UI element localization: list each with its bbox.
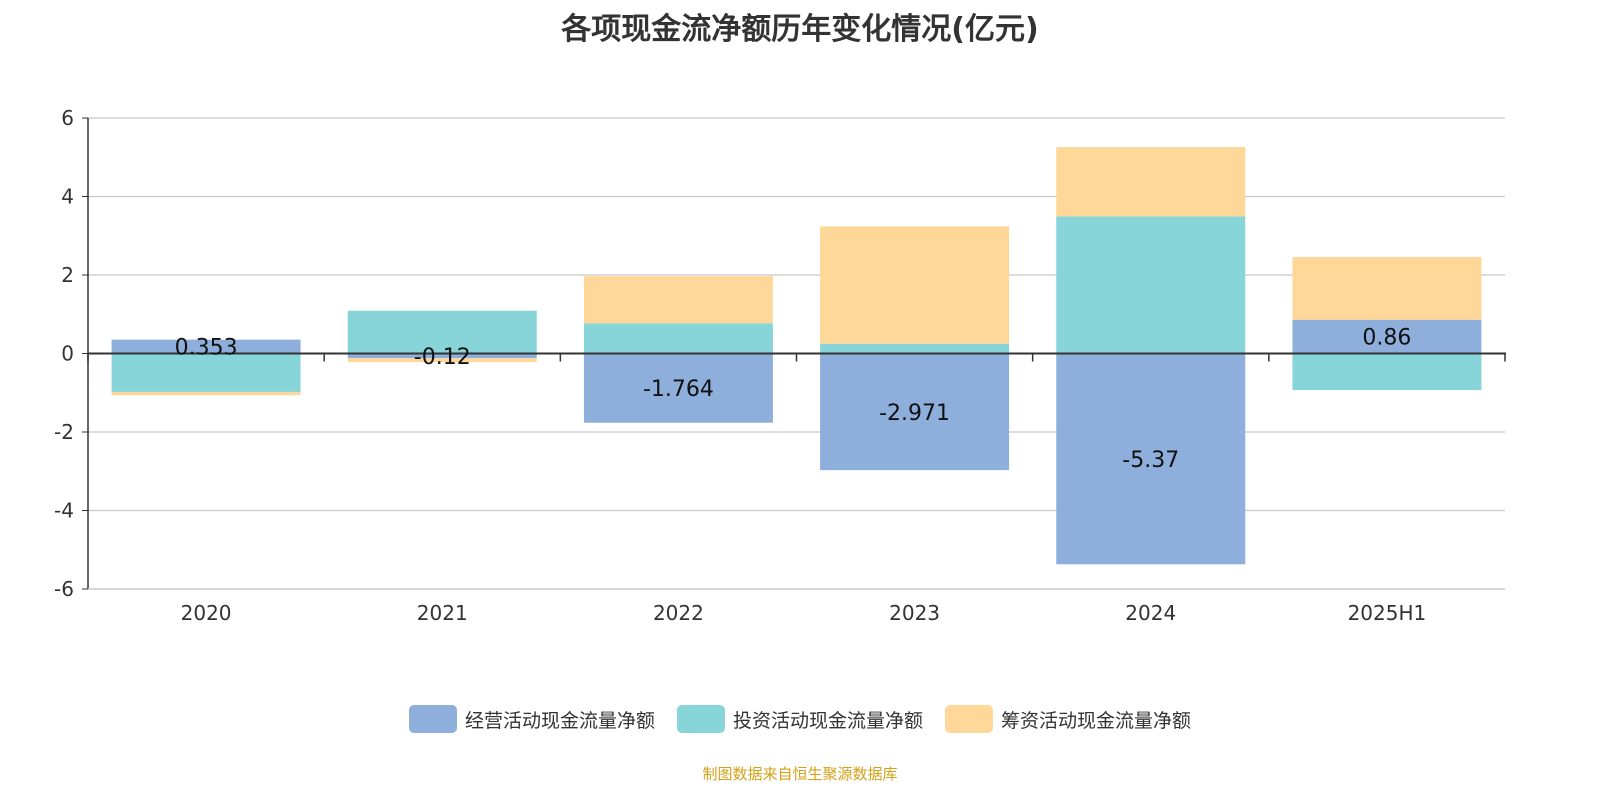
bar-0-2023 xyxy=(820,353,1010,471)
legend-swatch xyxy=(676,705,725,733)
data-label: 0.86 xyxy=(1362,326,1411,351)
data-label: -5.37 xyxy=(1122,448,1179,473)
x-tick-label: 2024 xyxy=(1125,601,1176,625)
bar-1-2022 xyxy=(583,323,773,354)
y-tick-label: 6 xyxy=(61,106,74,130)
legend-label: 投资活动现金流量净额 xyxy=(732,709,923,732)
bar-1-2020 xyxy=(111,353,301,392)
bar-2-2022 xyxy=(583,276,773,324)
bar-0-2022 xyxy=(583,353,773,423)
y-tick-label: 2 xyxy=(61,263,74,287)
legend-label: 经营活动现金流量净额 xyxy=(464,709,655,732)
chart-title: 各项现金流净额历年变化情况(亿元) xyxy=(561,12,1039,47)
legend-swatch xyxy=(945,705,993,733)
bar-0-2025H1 xyxy=(1292,319,1482,354)
bar-2-2021 xyxy=(347,358,537,363)
y-tick-label: -4 xyxy=(54,499,74,523)
legend-item-operating[interactable]: 经营活动现金流量净额 xyxy=(408,705,655,733)
y-tick-label: 4 xyxy=(61,185,74,209)
bar-2-2024 xyxy=(1056,147,1246,217)
bar-1-2023 xyxy=(820,343,1010,354)
bar-0-2024 xyxy=(1056,353,1246,565)
x-tick-label: 2022 xyxy=(653,601,704,625)
data-label: 0.353 xyxy=(175,336,238,361)
x-tick-label: 2020 xyxy=(181,601,232,625)
bar-0-2021 xyxy=(347,353,537,359)
legend-item-financing[interactable]: 筹资活动现金流量净额 xyxy=(945,705,1191,733)
bar-0-2020 xyxy=(111,339,301,354)
bar-1-2025H1 xyxy=(1292,353,1482,391)
bar-2-2020 xyxy=(111,391,301,396)
bar-2-2023 xyxy=(820,226,1010,344)
x-tick-label: 2021 xyxy=(417,601,468,625)
source-note: 制图数据来自恒生聚源数据库 xyxy=(702,765,898,783)
legend-swatch xyxy=(408,705,457,733)
y-tick-label: -2 xyxy=(54,420,74,444)
bar-1-2021 xyxy=(347,310,537,354)
bar-2-2025H1 xyxy=(1292,256,1482,320)
y-tick-label: 0 xyxy=(61,342,74,366)
data-label: -2.971 xyxy=(879,401,950,426)
bar-1-2024 xyxy=(1056,216,1246,354)
legend: 经营活动现金流量净额 投资活动现金流量净额 筹资活动现金流量净额 xyxy=(0,705,1600,733)
legend-label: 筹资活动现金流量净额 xyxy=(1001,709,1192,732)
y-tick-label: -6 xyxy=(54,577,74,601)
stacked-bar-chart: 6 4 2 0 -2 -4 -6 2020 2021 2022 2023 2024 2025H1 0.35… xyxy=(54,106,1506,625)
data-label: -1.764 xyxy=(643,377,714,402)
legend-item-investing[interactable]: 投资活动现金流量净额 xyxy=(676,705,923,733)
x-tick-label: 2025H1 xyxy=(1348,601,1427,625)
x-tick-label: 2023 xyxy=(889,601,940,625)
data-label: -0.12 xyxy=(414,345,471,370)
